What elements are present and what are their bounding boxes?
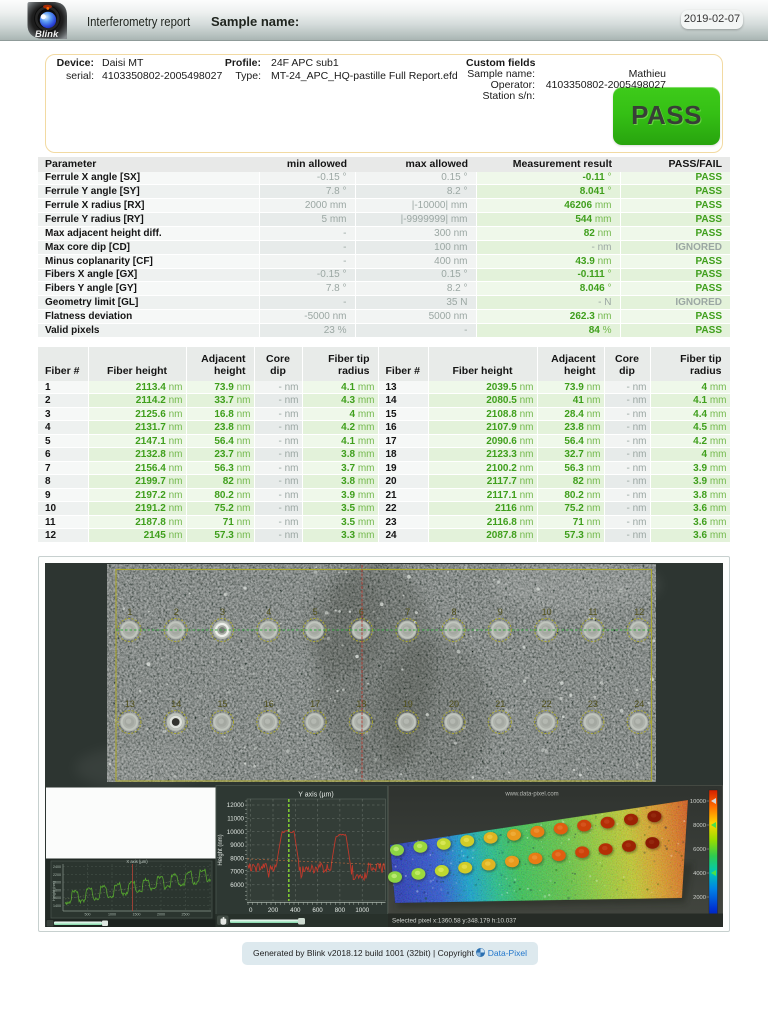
svg-text:12: 12 bbox=[634, 607, 644, 617]
svg-text:15: 15 bbox=[217, 699, 227, 709]
svg-text:16: 16 bbox=[264, 699, 274, 709]
svg-text:8: 8 bbox=[451, 607, 456, 617]
svg-text:1600: 1600 bbox=[53, 896, 61, 900]
svg-text:2000: 2000 bbox=[157, 913, 165, 917]
svg-text:1800: 1800 bbox=[53, 888, 61, 892]
svg-text:200: 200 bbox=[268, 907, 279, 914]
svg-text:10000: 10000 bbox=[227, 829, 245, 836]
svg-text:4: 4 bbox=[266, 607, 271, 617]
svg-text:8000: 8000 bbox=[693, 823, 706, 829]
svg-text:Height (nm): Height (nm) bbox=[218, 834, 224, 865]
svg-text:X axis (µm): X axis (µm) bbox=[126, 859, 148, 864]
svg-text:4000: 4000 bbox=[693, 871, 706, 877]
svg-text:13: 13 bbox=[125, 699, 135, 709]
svg-text:1500: 1500 bbox=[133, 913, 141, 917]
svg-text:24: 24 bbox=[634, 699, 644, 709]
svg-text:500: 500 bbox=[85, 913, 91, 917]
svg-text:9: 9 bbox=[498, 607, 503, 617]
svg-text:22: 22 bbox=[542, 699, 552, 709]
svg-text:19: 19 bbox=[403, 699, 413, 709]
svg-text:Selected pixel x:1360.58 y:348: Selected pixel x:1360.58 y:348.179 h:10.… bbox=[392, 918, 517, 925]
svg-text:10: 10 bbox=[542, 607, 552, 617]
svg-text:400: 400 bbox=[290, 907, 301, 914]
svg-text:Blink: Blink bbox=[35, 29, 59, 40]
svg-text:800: 800 bbox=[335, 907, 346, 914]
svg-text:2200: 2200 bbox=[53, 873, 61, 877]
svg-text:8000: 8000 bbox=[230, 855, 244, 862]
svg-text:6000: 6000 bbox=[693, 847, 706, 853]
svg-text:10000: 10000 bbox=[690, 799, 706, 805]
svg-text:2400: 2400 bbox=[53, 865, 61, 869]
svg-text:9000: 9000 bbox=[230, 842, 244, 849]
svg-text:12000: 12000 bbox=[227, 802, 245, 809]
svg-text:20: 20 bbox=[449, 699, 459, 709]
svg-text:0: 0 bbox=[249, 907, 253, 914]
svg-text:6: 6 bbox=[359, 607, 364, 617]
svg-text:11000: 11000 bbox=[227, 816, 244, 823]
svg-text:1000: 1000 bbox=[108, 913, 116, 917]
svg-text:6000: 6000 bbox=[230, 882, 244, 889]
svg-text:23: 23 bbox=[588, 699, 598, 709]
svg-text:2000: 2000 bbox=[53, 881, 61, 885]
svg-text:Height (nm): Height (nm) bbox=[52, 880, 56, 901]
svg-text:www.data-pixel.com: www.data-pixel.com bbox=[504, 792, 558, 798]
svg-text:2: 2 bbox=[174, 607, 179, 617]
svg-text:3: 3 bbox=[220, 607, 225, 617]
svg-text:18: 18 bbox=[356, 699, 366, 709]
svg-text:2500: 2500 bbox=[182, 913, 190, 917]
svg-text:14: 14 bbox=[171, 699, 181, 709]
svg-text:21: 21 bbox=[495, 699, 505, 709]
svg-text:1400: 1400 bbox=[53, 904, 61, 908]
svg-text:1: 1 bbox=[127, 607, 132, 617]
svg-text:17: 17 bbox=[310, 699, 320, 709]
svg-text:600: 600 bbox=[312, 907, 323, 914]
svg-text:Y axis (µm): Y axis (µm) bbox=[298, 792, 333, 799]
svg-text:1000: 1000 bbox=[355, 907, 369, 914]
svg-text:11: 11 bbox=[588, 607, 597, 617]
svg-text:5: 5 bbox=[313, 607, 318, 617]
svg-text:2000: 2000 bbox=[693, 895, 706, 901]
svg-text:7: 7 bbox=[405, 607, 410, 617]
svg-text:7000: 7000 bbox=[230, 869, 244, 876]
